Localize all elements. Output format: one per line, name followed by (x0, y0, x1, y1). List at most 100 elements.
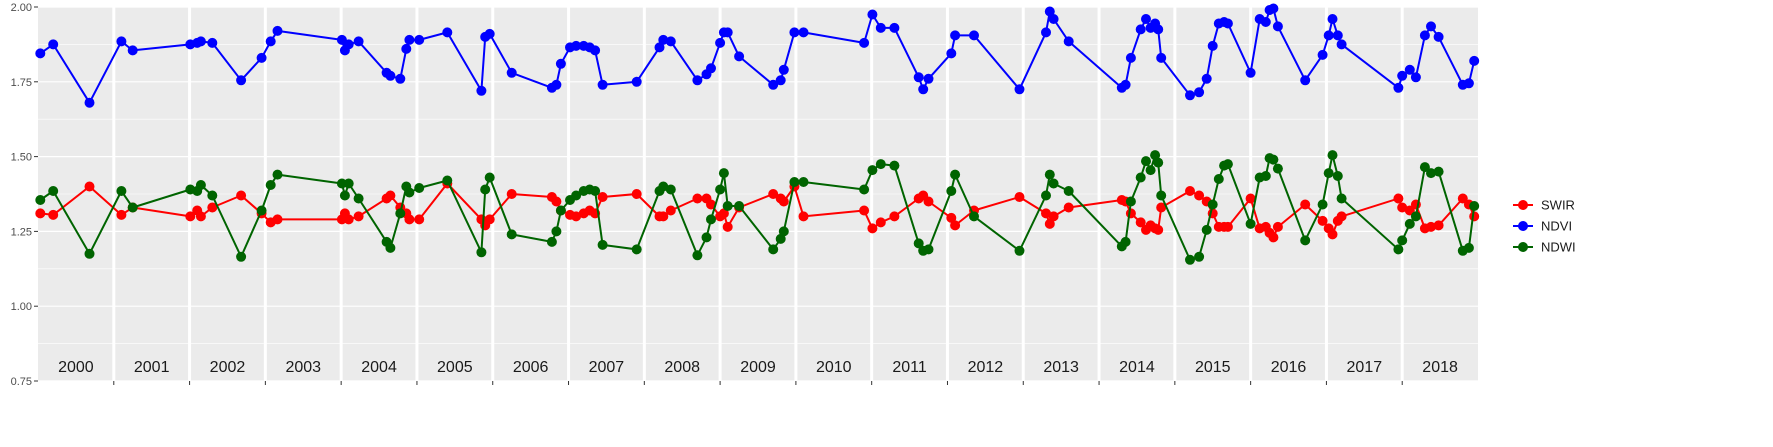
year-label: 2008 (664, 359, 700, 376)
data-point (789, 177, 800, 187)
data-point (551, 79, 562, 90)
data-point (207, 202, 218, 213)
data-point (889, 211, 900, 222)
data-point (631, 189, 642, 199)
data-point (1323, 168, 1334, 179)
data-point (1404, 218, 1415, 229)
year-label: 2017 (1347, 359, 1383, 376)
data-point (1245, 67, 1256, 78)
data-point (775, 75, 786, 86)
data-point (918, 84, 929, 95)
data-point (778, 226, 789, 237)
data-point (1135, 24, 1146, 35)
y-tick-label: 1.00 (11, 301, 32, 313)
data-point (353, 211, 364, 222)
data-point (658, 211, 669, 222)
data-point (715, 184, 726, 195)
data-point (1185, 90, 1195, 101)
data-point (597, 239, 608, 250)
data-point (692, 193, 703, 204)
data-point (401, 43, 412, 54)
legend-marker (1518, 242, 1528, 252)
data-point (969, 30, 979, 41)
data-point (946, 212, 957, 223)
year-label: 2012 (968, 359, 1004, 376)
data-point (1141, 14, 1151, 24)
year-label: 2009 (740, 359, 776, 376)
data-point (1332, 30, 1343, 41)
data-point (272, 169, 283, 180)
data-point (706, 63, 716, 74)
data-point (236, 75, 247, 86)
data-point (597, 79, 608, 90)
data-point (1185, 186, 1195, 196)
data-point (571, 40, 582, 51)
data-point (775, 233, 786, 244)
data-point (706, 214, 716, 225)
data-point (195, 36, 206, 47)
data-point (404, 187, 415, 198)
data-point (195, 180, 206, 190)
data-point (597, 192, 608, 202)
data-point (1410, 72, 1421, 83)
y-tick-label: 0.75 (11, 376, 32, 388)
data-point (1327, 14, 1338, 24)
data-point (484, 172, 495, 183)
data-point (1457, 193, 1468, 204)
axis-layer: 0.75 1.00 1.25 1.50 1.75 2.00 (11, 2, 1403, 388)
data-point (1120, 79, 1131, 90)
legend-item: NDWI (1513, 240, 1576, 255)
data-point (571, 211, 582, 222)
data-point (476, 247, 487, 258)
data-point (1245, 218, 1256, 229)
data-point (867, 223, 878, 234)
data-point (631, 76, 642, 87)
data-point (923, 196, 934, 207)
data-point (256, 52, 267, 63)
data-point (778, 64, 789, 75)
data-point (265, 180, 276, 190)
data-point (1426, 221, 1436, 232)
data-point (1222, 221, 1233, 232)
data-point (722, 27, 733, 38)
data-point (1044, 6, 1055, 17)
data-point (1410, 211, 1421, 222)
data-point (1014, 84, 1025, 95)
data-point (1272, 221, 1283, 232)
year-label: 2004 (361, 359, 397, 376)
data-point (718, 168, 729, 179)
data-point (1213, 174, 1224, 184)
data-point (1317, 199, 1328, 210)
data-point (404, 214, 415, 225)
data-point (385, 70, 396, 81)
data-point (395, 73, 406, 84)
legend-marker (1518, 200, 1528, 210)
data-point (734, 201, 745, 211)
data-point (1194, 87, 1205, 98)
data-point (1419, 30, 1430, 41)
data-point (1125, 208, 1136, 219)
data-point (875, 217, 886, 228)
data-point (404, 34, 415, 45)
data-point (395, 208, 406, 219)
legend-item: NDVI (1513, 219, 1572, 234)
data-point (722, 201, 733, 211)
data-point (1393, 244, 1404, 255)
data-point (1272, 163, 1283, 174)
data-point (1063, 186, 1074, 196)
data-point (950, 220, 961, 231)
data-point (1185, 254, 1195, 265)
data-point (692, 250, 703, 261)
data-point (414, 34, 425, 45)
data-point (768, 244, 779, 255)
data-point (343, 178, 354, 189)
data-point (1336, 211, 1347, 222)
data-point (1397, 202, 1408, 213)
data-point (1044, 218, 1055, 229)
data-point (798, 27, 809, 38)
data-point (1125, 196, 1136, 207)
data-point (555, 58, 566, 69)
data-point (442, 27, 453, 38)
data-point (1207, 40, 1218, 51)
